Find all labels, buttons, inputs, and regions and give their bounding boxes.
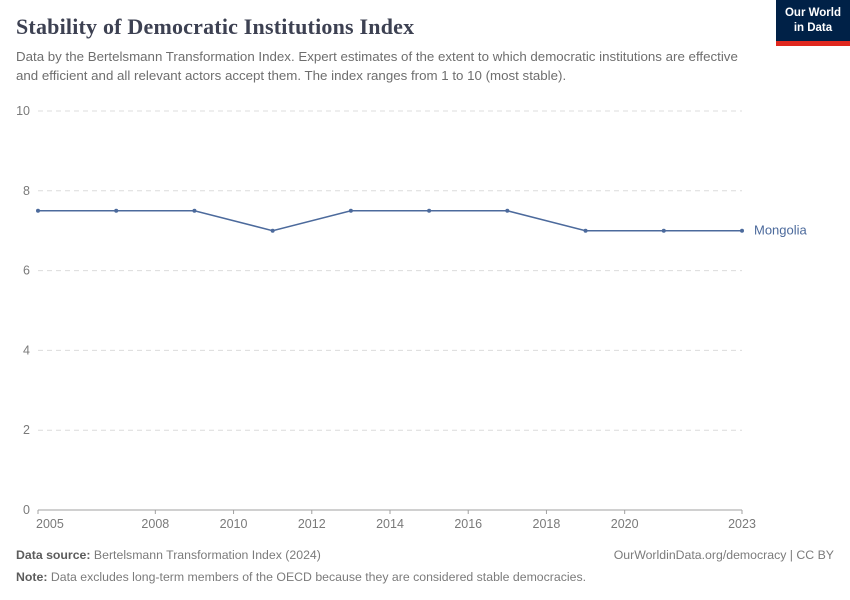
x-tick-label: 2023 xyxy=(728,517,756,531)
owid-logo[interactable]: Our World in Data xyxy=(775,0,850,46)
footer-source-row: Data source: Bertelsmann Transformation … xyxy=(16,547,834,564)
note-label: Note: xyxy=(16,570,48,585)
x-tick-label: 2005 xyxy=(36,517,64,531)
x-tick-label: 2008 xyxy=(141,517,169,531)
data-point xyxy=(270,228,275,233)
series-line xyxy=(38,210,742,232)
x-tick-label: 2010 xyxy=(220,517,248,531)
data-source-label: Data source: xyxy=(16,548,91,562)
data-point xyxy=(740,228,744,233)
owid-logo-line2: in Data xyxy=(793,21,833,34)
y-tick-label: 10 xyxy=(16,104,30,118)
data-source: Data source: Bertelsmann Transformation … xyxy=(16,547,321,564)
chart-header: Stability of Democratic Institutions Ind… xyxy=(16,14,834,86)
data-point xyxy=(114,208,119,213)
y-tick-label: 2 xyxy=(23,423,30,437)
data-source-text: Bertelsmann Transformation Index (2024) xyxy=(93,548,321,562)
footer-note-row: Note: Data excludes long-term members of… xyxy=(16,569,834,586)
data-point xyxy=(583,228,588,233)
data-point xyxy=(427,208,432,213)
y-tick-label: 0 xyxy=(23,503,30,517)
x-tick-label: 2014 xyxy=(376,517,404,531)
data-point xyxy=(192,208,197,213)
chart-svg: 0 2 4 6 8 10 2005 2008 2010 2012 2014 2016 2018 2020 2… xyxy=(16,104,808,531)
note-text: Data excludes long-term members of the O… xyxy=(50,570,587,585)
data-point xyxy=(505,208,510,213)
data-point xyxy=(348,208,353,213)
page-title: Stability of Democratic Institutions Ind… xyxy=(16,14,415,39)
x-tick-label: 2020 xyxy=(611,517,639,531)
x-tick-label: 2012 xyxy=(298,517,326,531)
y-tick-label: 6 xyxy=(23,264,30,278)
owid-logo-line1: Our World xyxy=(784,7,841,19)
series-label[interactable]: Mongolia xyxy=(754,223,808,238)
data-point xyxy=(36,208,40,213)
x-tick-label: 2016 xyxy=(454,517,482,531)
chart-subtitle: Data by the Bertelsmann Transformation I… xyxy=(16,49,738,84)
x-tick-label: 2018 xyxy=(533,517,561,531)
chart-footer: Data source: Bertelsmann Transformation … xyxy=(16,547,834,586)
license-link[interactable]: OurWorldinData.org/democracy | CC BY xyxy=(613,548,834,562)
data-point xyxy=(661,228,666,233)
y-tick-label: 8 xyxy=(23,184,30,198)
y-tick-label: 4 xyxy=(23,343,30,357)
